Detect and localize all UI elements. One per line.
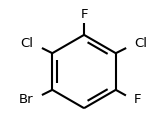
Text: Cl: Cl (134, 37, 147, 50)
Text: Cl: Cl (21, 37, 34, 50)
Text: F: F (134, 93, 141, 106)
Text: F: F (80, 8, 88, 21)
Text: Br: Br (19, 93, 34, 106)
